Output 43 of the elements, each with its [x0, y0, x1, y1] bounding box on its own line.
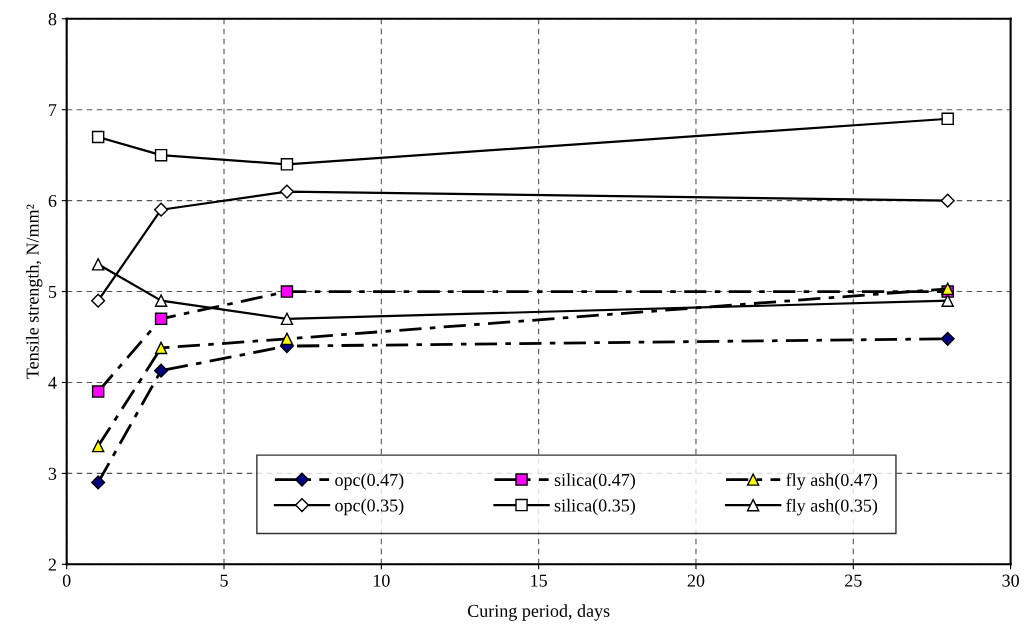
point: [154, 341, 168, 355]
point: [91, 130, 105, 144]
point: [940, 331, 955, 346]
point: [280, 285, 294, 298]
y-tick-label: 7: [49, 104, 57, 116]
point: [91, 439, 105, 453]
point: [91, 385, 105, 398]
point: [91, 258, 105, 271]
point: [154, 148, 168, 162]
point: [91, 293, 106, 308]
point: [154, 202, 169, 217]
point: [154, 363, 169, 378]
y-tick-label: 6: [48, 194, 57, 208]
point: [279, 184, 295, 199]
x-tick-label: 0: [62, 574, 71, 587]
legend-label: opc(0.35): [335, 498, 404, 516]
point: [154, 312, 168, 326]
point: [280, 312, 294, 326]
x-tick-label: 15: [531, 574, 547, 587]
y-tick-label: 5: [48, 286, 57, 298]
x-tick-label: 30: [1002, 574, 1019, 587]
legend-label: silica(0.35): [554, 498, 635, 516]
point: [91, 475, 106, 490]
x-tick-label: 5: [220, 574, 228, 587]
y-axis-title: Tensile strength, N/mm²: [25, 204, 43, 379]
x-tick-label: 20: [687, 574, 705, 587]
legend-label: fly ash(0.35): [786, 498, 878, 516]
y-tick-label: 4: [48, 376, 57, 389]
point: [154, 294, 168, 307]
x-axis-title: Curing period, days: [467, 604, 610, 621]
point: [280, 332, 294, 346]
point: [280, 158, 294, 171]
point: [941, 294, 954, 307]
y-tick-label: 2: [48, 558, 56, 571]
x-tick-label: 25: [845, 574, 862, 587]
y-tick-label: 8: [48, 13, 57, 26]
point: [941, 112, 954, 126]
y-tick-label: 3: [48, 467, 57, 480]
point: [940, 193, 955, 208]
legend-label: fly ash(0.47): [786, 473, 878, 490]
legend-label: silica(0.47): [554, 473, 635, 490]
x-tick-label: 10: [373, 574, 390, 587]
legend-label: opc(0.47): [335, 473, 404, 490]
